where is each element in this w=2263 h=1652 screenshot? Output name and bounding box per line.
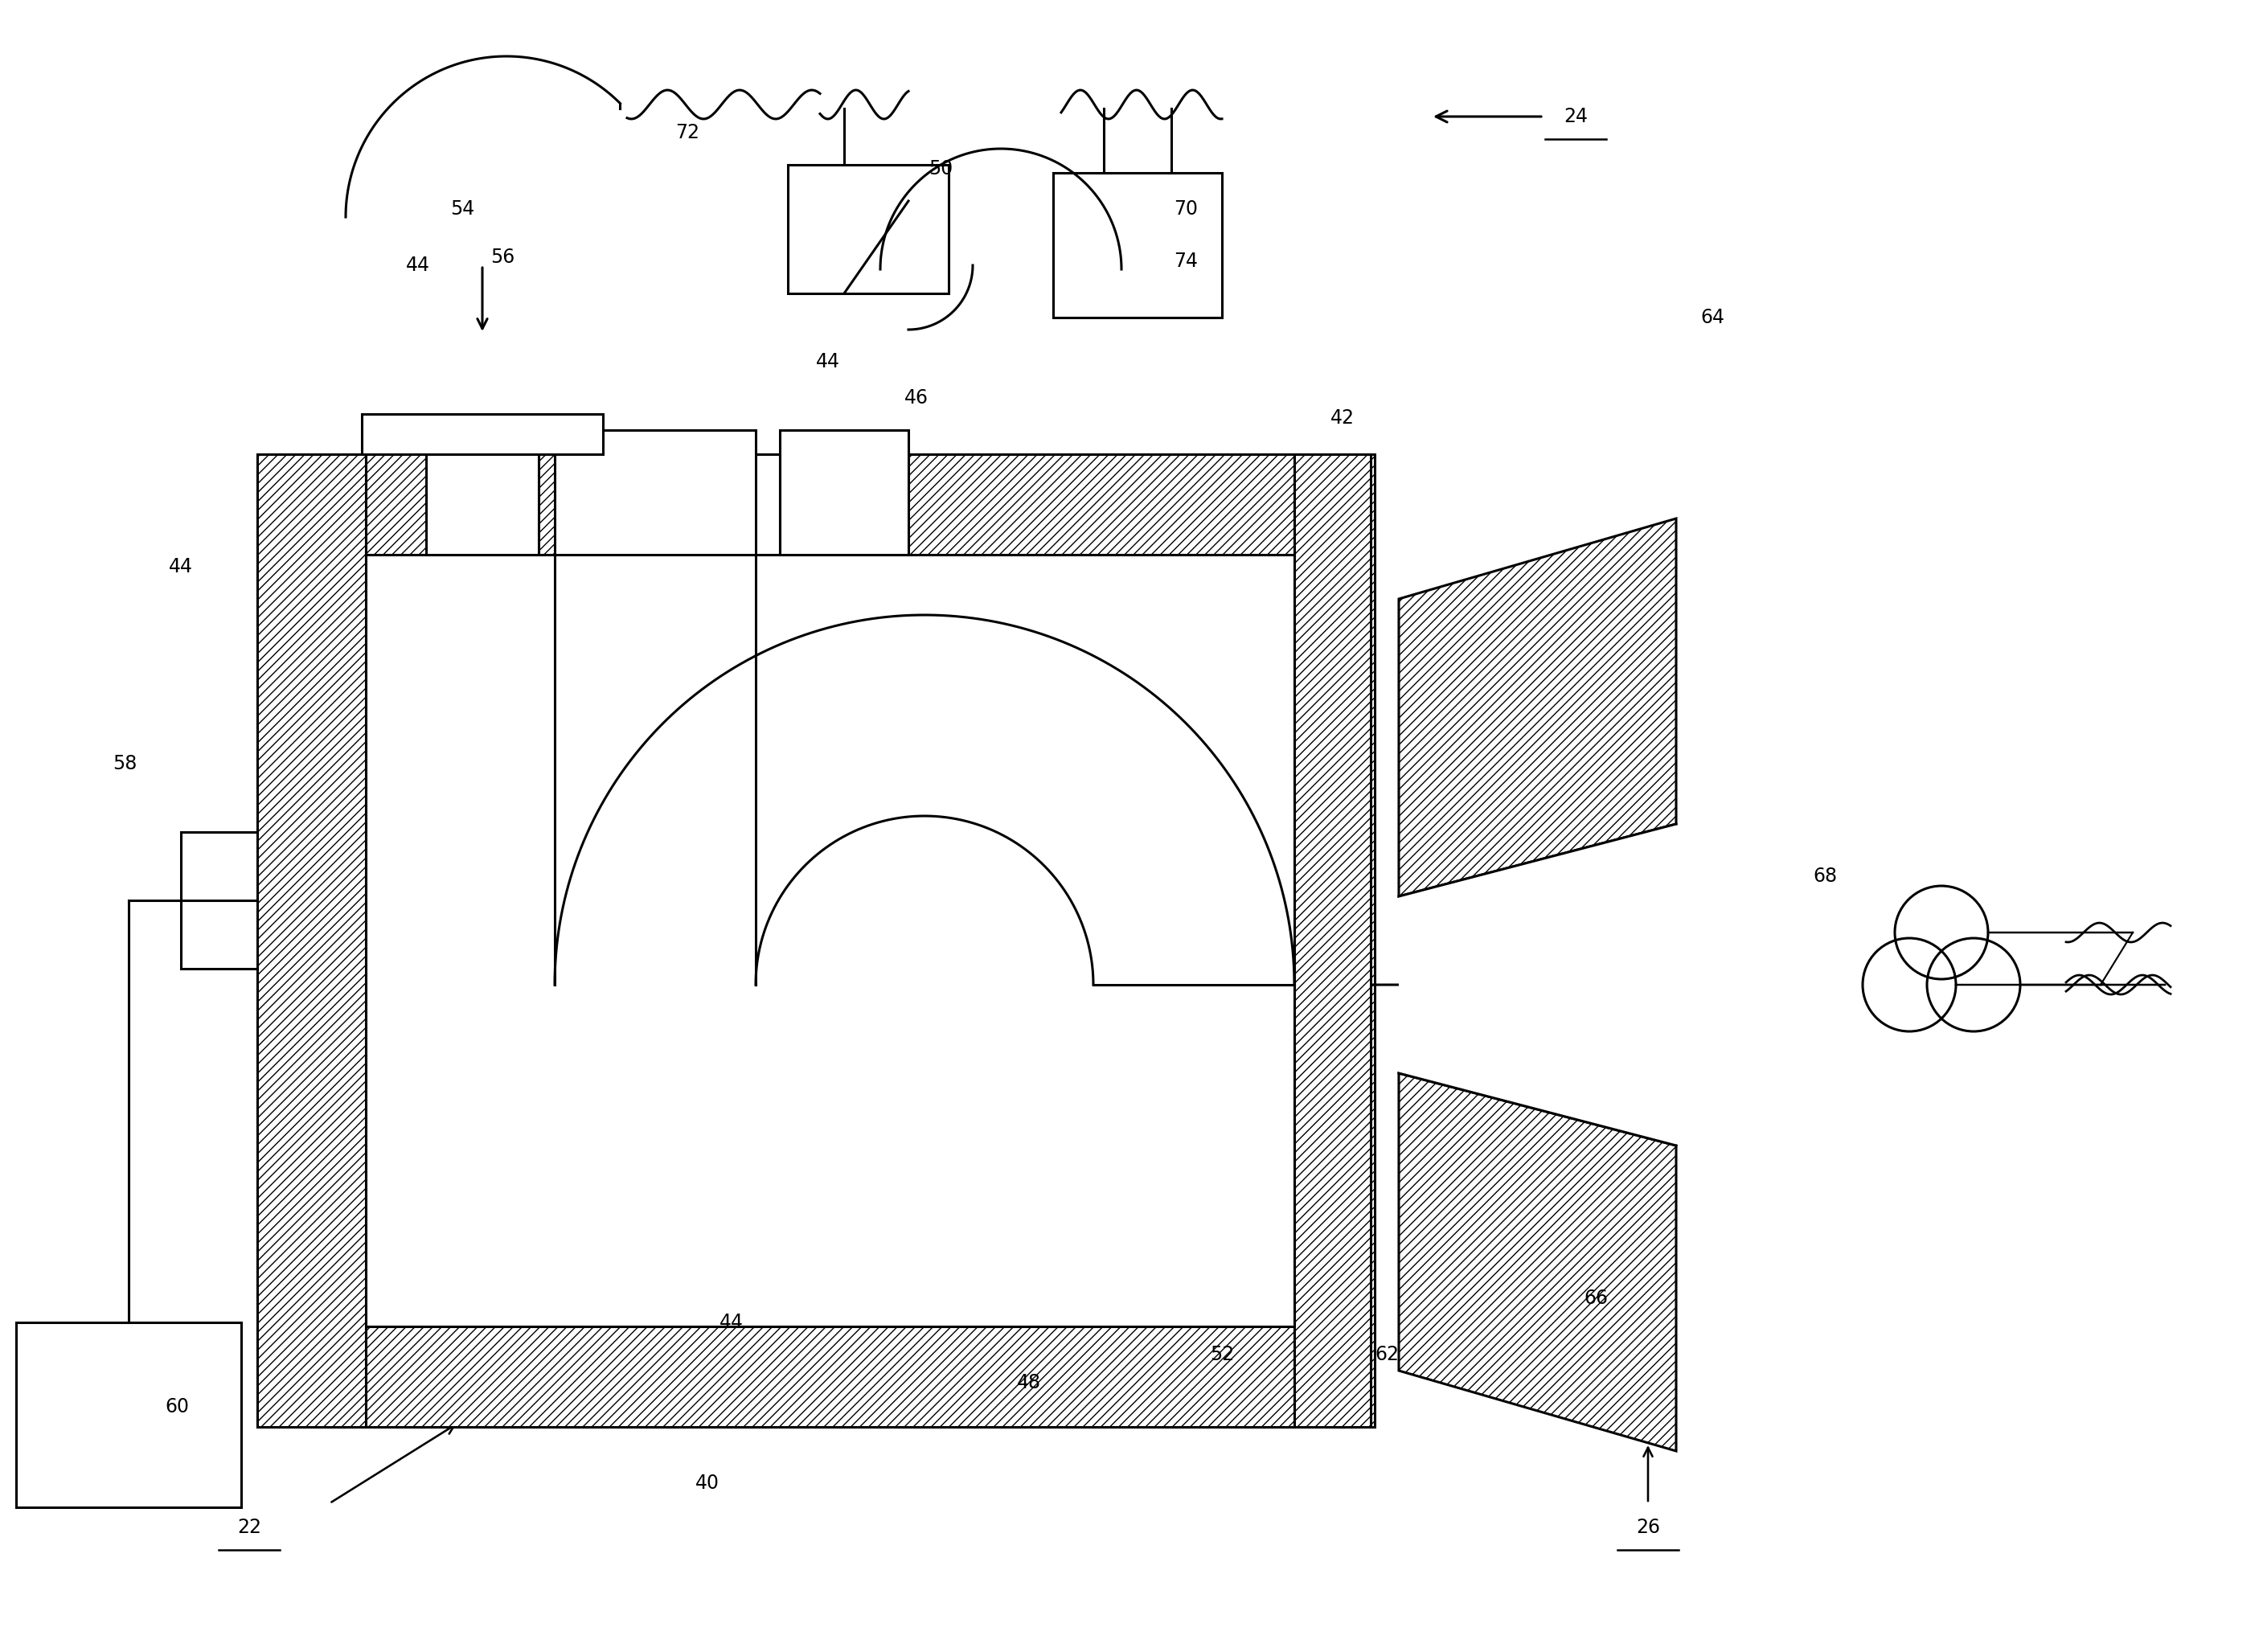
Text: 26: 26 xyxy=(1636,1518,1661,1536)
Bar xyxy=(367,454,643,555)
Bar xyxy=(258,454,367,1427)
Polygon shape xyxy=(1399,824,1677,1145)
Text: 42: 42 xyxy=(1331,408,1356,428)
Bar xyxy=(643,454,781,555)
Polygon shape xyxy=(1399,519,1677,897)
Text: 56: 56 xyxy=(491,248,514,268)
Text: 52: 52 xyxy=(1211,1345,1233,1365)
Text: 22: 22 xyxy=(238,1518,260,1536)
Bar xyxy=(788,165,948,294)
Text: 68: 68 xyxy=(1813,867,1838,885)
Circle shape xyxy=(1894,885,1989,980)
Text: 58: 58 xyxy=(113,753,136,773)
Text: 64: 64 xyxy=(1700,307,1724,327)
Text: 24: 24 xyxy=(1564,107,1589,126)
Bar xyxy=(781,454,1294,555)
Text: 72: 72 xyxy=(674,122,699,142)
Polygon shape xyxy=(554,615,1294,985)
Text: 48: 48 xyxy=(1016,1373,1041,1393)
Bar xyxy=(367,555,1294,1327)
Bar xyxy=(781,430,907,555)
Text: 66: 66 xyxy=(1584,1289,1607,1308)
Text: 50: 50 xyxy=(928,159,953,178)
Bar xyxy=(181,833,258,968)
Bar xyxy=(258,454,1374,1427)
Text: 60: 60 xyxy=(165,1398,188,1416)
Bar xyxy=(1052,173,1222,317)
Bar xyxy=(367,1327,1294,1427)
Text: 44: 44 xyxy=(170,557,192,577)
Circle shape xyxy=(1928,938,2021,1031)
Bar xyxy=(367,555,1294,1327)
Bar xyxy=(1294,454,1371,1427)
Polygon shape xyxy=(554,555,756,985)
Text: 44: 44 xyxy=(405,256,430,274)
Bar xyxy=(554,430,756,555)
Bar xyxy=(16,1322,242,1507)
Bar xyxy=(425,430,539,555)
Text: 44: 44 xyxy=(817,352,840,372)
Text: 74: 74 xyxy=(1174,251,1197,271)
Text: 70: 70 xyxy=(1174,200,1197,218)
Bar xyxy=(362,415,602,454)
Text: 62: 62 xyxy=(1374,1345,1399,1365)
Text: 54: 54 xyxy=(450,200,475,218)
Text: 46: 46 xyxy=(905,388,928,408)
Text: 40: 40 xyxy=(695,1474,720,1493)
Circle shape xyxy=(1862,938,1955,1031)
Text: 44: 44 xyxy=(720,1313,745,1332)
Polygon shape xyxy=(1399,1074,1677,1450)
Bar xyxy=(367,555,1294,1327)
